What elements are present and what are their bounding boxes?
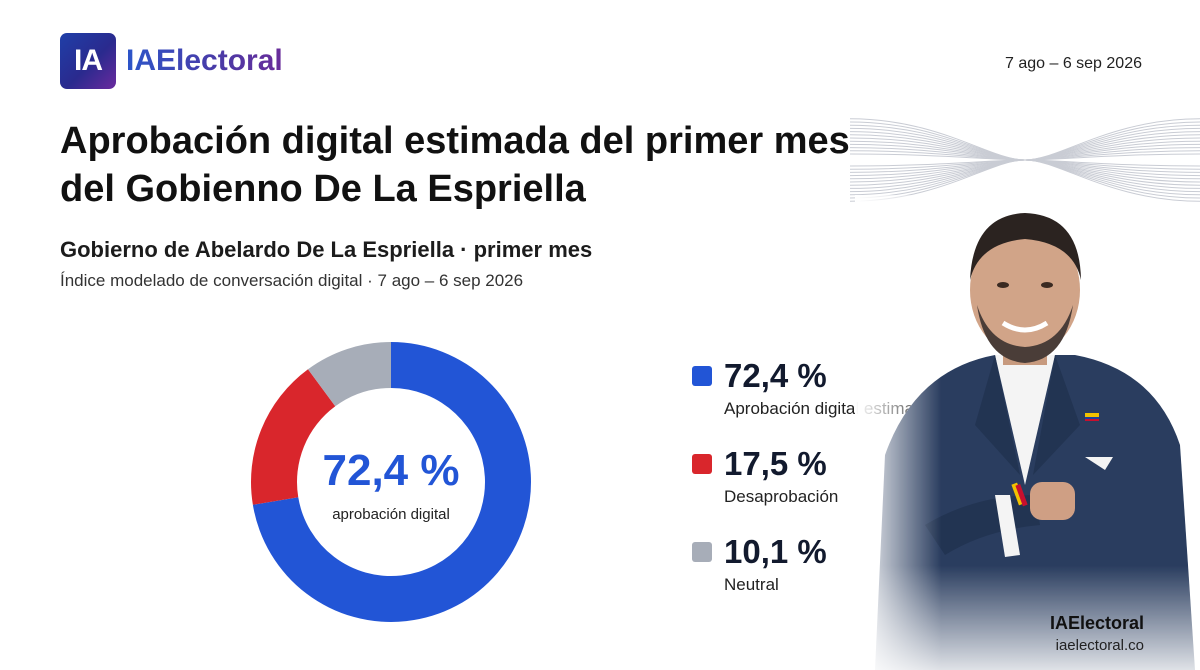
chart-subtitle: Gobierno de Abelardo De La Espriella · p… xyxy=(60,237,593,262)
legend-value-neutral: 10,1 % xyxy=(724,533,827,570)
legend-swatch-neutral xyxy=(692,542,712,562)
footer-brand: IAElectoral iaelectoral.co xyxy=(1050,613,1144,654)
donut-center-label: aprobación digital xyxy=(332,506,450,523)
slice-approval xyxy=(252,342,532,622)
footer-url: iaelectoral.co xyxy=(1055,637,1144,654)
chart-caption: Índice modelado de conversación digital … xyxy=(60,271,524,290)
date-range: 7 ago – 6 sep 2026 xyxy=(1004,55,1142,72)
person-portrait xyxy=(855,195,1200,670)
legend-item-disapproval: 17,5 % Desaprobación xyxy=(692,445,838,507)
footer-brand-name: IAElectoral xyxy=(1049,613,1144,633)
logo-text: IAElectoral xyxy=(126,44,283,77)
page-title: Aprobación digital estimada del primer m… xyxy=(60,120,850,210)
legend-value-disapproval: 17,5 % xyxy=(724,445,827,482)
legend-item-neutral: 10,1 % Neutral xyxy=(692,533,827,595)
wave-line xyxy=(850,118,1200,202)
logo-mark: IA xyxy=(60,33,116,89)
legend-label-neutral: Neutral xyxy=(724,575,779,594)
wave-lines-graphic xyxy=(850,118,1200,202)
legend-swatch-approval xyxy=(692,366,712,386)
slice-disapproval xyxy=(251,369,336,505)
donut-center-value: 72,4 % xyxy=(323,446,460,495)
legend-value-approval: 72,4 % xyxy=(724,357,827,394)
brand-logo: IA IAElectoral xyxy=(60,33,283,89)
donut-chart: 72,4 % aprobación digital xyxy=(251,342,532,622)
legend-label-disapproval: Desaprobación xyxy=(724,487,839,506)
legend-swatch-disapproval xyxy=(692,454,712,474)
slice-neutral xyxy=(308,342,391,407)
